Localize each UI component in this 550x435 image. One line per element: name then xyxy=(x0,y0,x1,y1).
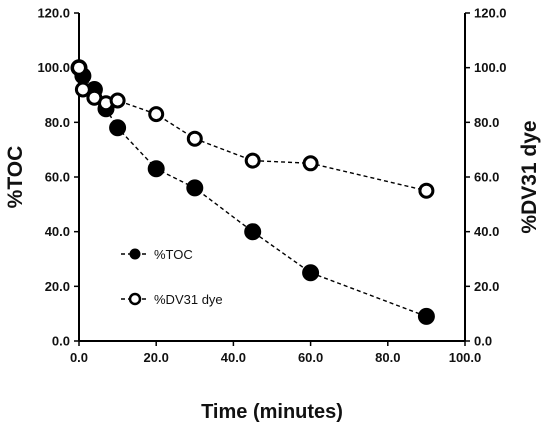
y-tick-label-left: 100.0 xyxy=(37,60,70,75)
legend: %TOC %DV31 dye xyxy=(121,247,223,307)
legend-label-toc: %TOC xyxy=(154,247,193,262)
series-group xyxy=(70,59,435,325)
x-tick-label: 60.0 xyxy=(298,350,323,365)
point-toc xyxy=(244,223,262,241)
y-tick-label-left: 60.0 xyxy=(45,170,70,185)
point-dv31 xyxy=(71,59,87,76)
point-dv31 xyxy=(244,152,261,169)
legend-marker-dv31 xyxy=(128,292,142,306)
point-dv31 xyxy=(186,130,203,147)
point-toc xyxy=(147,160,165,178)
y-axis-title-right: %DV31 dye xyxy=(518,120,541,233)
series-line-toc xyxy=(78,67,427,318)
axes xyxy=(78,13,466,342)
y-tick-label-left: 120.0 xyxy=(37,6,70,21)
y-tick-label-left: 0.0 xyxy=(52,334,70,349)
y-tick-label-left: 40.0 xyxy=(45,224,70,239)
x-axis-title: Time (minutes) xyxy=(201,401,343,423)
tick-labels: 0.0 0.020.0 20.040.0 40.060.0 60.080.0 80.010… xyxy=(37,6,506,366)
x-tick-label: 20.0 xyxy=(144,350,169,365)
x-tick-label: 40.0 xyxy=(221,350,246,365)
x-tick-label: 100.0 xyxy=(449,350,482,365)
y-tick-label-right: 20.0 xyxy=(474,279,499,294)
point-toc xyxy=(109,119,127,137)
legend-label-dv31: %DV31 dye xyxy=(154,292,223,307)
y-tick-label-right: 40.0 xyxy=(474,224,499,239)
point-dv31 xyxy=(302,155,319,172)
point-dv31 xyxy=(109,92,126,109)
y-tick-label-left: 20.0 xyxy=(45,279,70,294)
y-tick-label-right: 60.0 xyxy=(474,170,499,185)
y-axis-title-left: %TOC xyxy=(4,146,27,209)
point-dv31 xyxy=(148,106,165,123)
legend-marker-toc xyxy=(129,248,141,260)
point-dv31 xyxy=(74,81,91,98)
x-tick-label: 80.0 xyxy=(375,350,400,365)
y-tick-label-right: 100.0 xyxy=(474,60,507,75)
point-toc xyxy=(417,307,435,325)
y-tick-label-left: 80.0 xyxy=(45,115,70,130)
point-dv31 xyxy=(418,182,435,199)
x-tick-label: 0.0 xyxy=(70,350,88,365)
y-tick-label-right: 0.0 xyxy=(474,334,492,349)
point-toc xyxy=(186,179,204,197)
y-tick-label-right: 120.0 xyxy=(474,6,507,21)
series-line-dv31 xyxy=(78,67,427,192)
y-tick-label-right: 80.0 xyxy=(474,115,499,130)
point-toc xyxy=(302,264,320,282)
